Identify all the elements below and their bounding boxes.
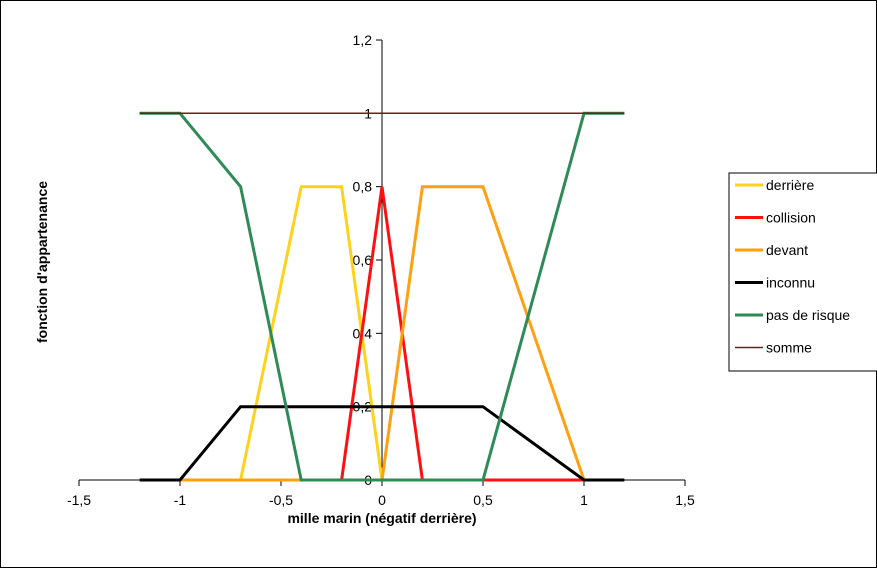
- x-axis-title: mille marin (négatif derrière): [287, 510, 476, 526]
- legend-label: inconnu: [766, 275, 815, 291]
- legend-label: devant: [766, 242, 808, 258]
- legend-box: [728, 172, 877, 372]
- x-tick-label: 1: [580, 492, 588, 508]
- x-tick-label: 1,5: [675, 492, 695, 508]
- legend-label: pas de risque: [766, 307, 850, 323]
- legend-label: somme: [766, 340, 812, 356]
- series-lines: [139, 111, 625, 482]
- legend-label: collision: [766, 210, 816, 226]
- x-tick-label: -1,5: [67, 492, 91, 508]
- y-axis-title: fonction d'appartenance: [34, 181, 50, 343]
- legend: derrière collision devant inconnu pas de ris…: [728, 172, 877, 372]
- series-line: [139, 405, 625, 482]
- legend-label: derrière: [766, 177, 814, 193]
- x-tick-label: 0: [378, 492, 386, 508]
- x-tick-label: -1: [174, 492, 187, 508]
- y-tick-label: 1,2: [353, 32, 373, 48]
- x-tick-label: 0,5: [473, 492, 493, 508]
- y-tick-label: 0,6: [353, 252, 373, 268]
- y-tick-label: 0,8: [353, 179, 373, 195]
- x-tick-label: -0,5: [269, 492, 293, 508]
